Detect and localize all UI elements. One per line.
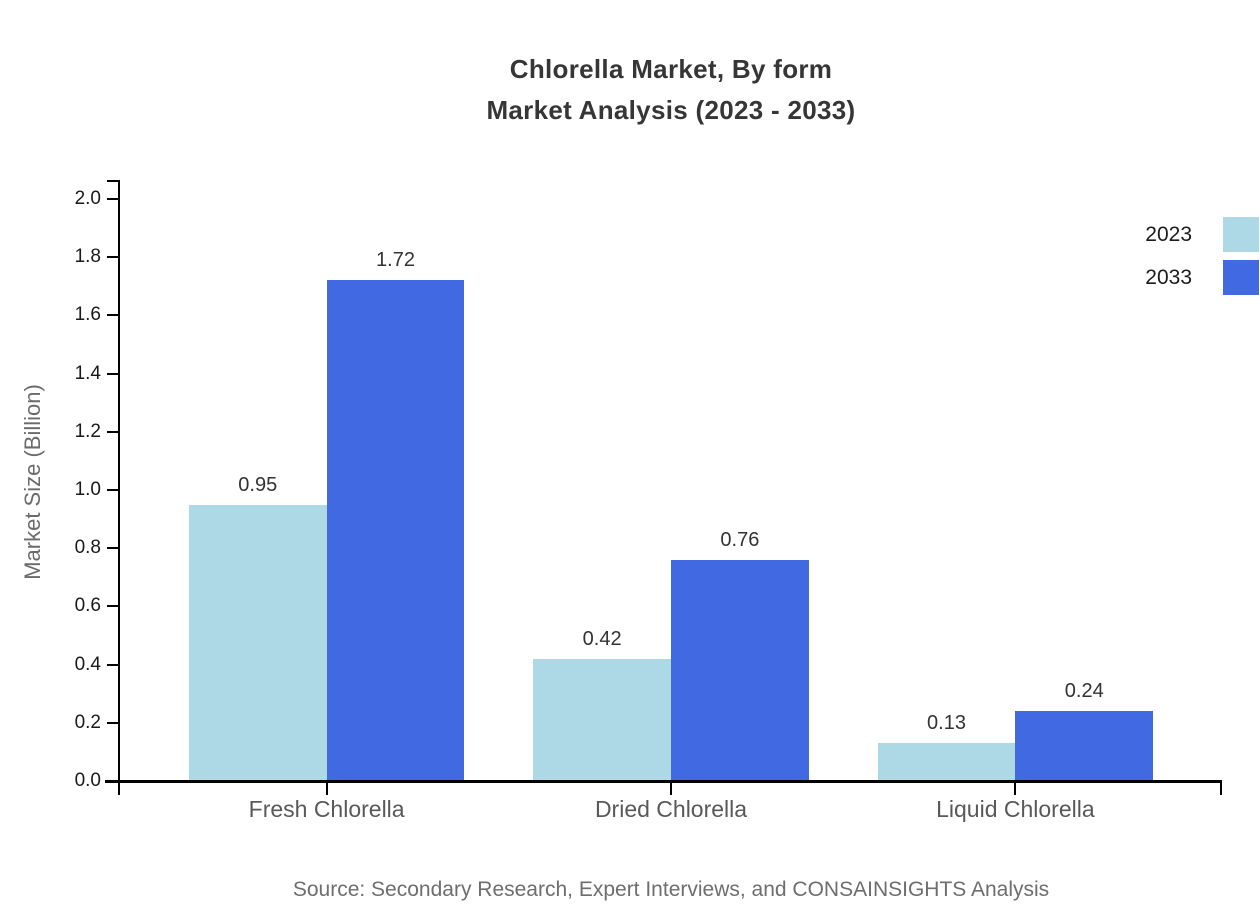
x-category-label-fresh-chlorella: Fresh Chlorella (248, 796, 405, 822)
y-tick-1.8 (107, 256, 120, 259)
y-tick-label-1.4: 1.4 (74, 362, 101, 384)
bar-2023-dried-chlorella (533, 658, 671, 781)
y-tick-0.6 (107, 605, 120, 608)
y-axis-end-tick (107, 180, 120, 182)
value-label-2033-dried-chlorella: 0.76 (720, 528, 760, 551)
legend-item-2033: 2033 (1145, 260, 1259, 295)
x-tick-dried-chlorella (670, 782, 672, 795)
x-category-label-dried-chlorella: Dried Chlorella (594, 796, 748, 822)
bar-2033-dried-chlorella (671, 559, 809, 781)
bar-2023-liquid-chlorella (877, 743, 1016, 781)
y-tick-label-1.6: 1.6 (74, 304, 101, 326)
y-tick-1.4 (107, 372, 120, 375)
chart-title-line1: Chlorella Market, By form (509, 54, 833, 84)
y-tick-1.0 (107, 489, 120, 491)
y-tick-0.8 (107, 547, 120, 550)
chart-title: Chlorella Market, By form Market Analysi… (82, 49, 1260, 131)
y-tick-label-0.0: 0.0 (74, 770, 101, 791)
y-tick-1.2 (107, 430, 120, 433)
chart-title-line2: Market Analysis (2023 - 2033) (486, 95, 856, 125)
value-label-2033-liquid-chlorella: 0.24 (1064, 680, 1104, 703)
y-tick-label-0.8: 0.8 (74, 537, 101, 559)
y-axis-line (117, 180, 120, 795)
x-axis-end-tick (1220, 782, 1222, 795)
x-tick-liquid-chlorella (1014, 782, 1017, 795)
value-label-2033-fresh-chlorella: 1.72 (376, 249, 415, 272)
y-tick-label-1.0: 1.0 (74, 479, 101, 500)
value-label-2023-fresh-chlorella: 0.95 (238, 473, 278, 496)
bar-2033-liquid-chlorella (1015, 711, 1154, 781)
x-tick-fresh-chlorella (325, 782, 328, 795)
value-label-2023-dried-chlorella: 0.42 (582, 627, 622, 650)
y-tick-0.4 (107, 663, 120, 666)
legend-swatch-2023 (1223, 217, 1259, 252)
y-tick-label-0.4: 0.4 (74, 653, 101, 675)
x-axis-line (105, 780, 1222, 783)
legend: 2023 2033 (1145, 217, 1259, 303)
y-tick-label-1.8: 1.8 (74, 246, 101, 268)
source-note: Source: Secondary Research, Expert Inter… (292, 878, 1050, 901)
y-tick-label-1.2: 1.2 (74, 420, 101, 442)
y-tick-1.6 (107, 314, 120, 317)
bar-2023-fresh-chlorella (188, 504, 327, 781)
value-label-2023-liquid-chlorella: 0.13 (927, 712, 966, 735)
y-tick-label-0.6: 0.6 (74, 595, 101, 617)
y-tick-2.0 (107, 198, 120, 200)
y-tick-label-0.2: 0.2 (74, 711, 101, 733)
x-category-label-liquid-chlorella: Liquid Chlorella (936, 796, 1095, 822)
legend-label-2033: 2033 (1145, 265, 1192, 289)
legend-swatch-2033 (1223, 260, 1259, 295)
y-tick-0.2 (107, 721, 120, 724)
legend-label-2023: 2023 (1145, 222, 1192, 246)
y-tick-label-2.0: 2.0 (74, 188, 101, 209)
bar-2033-fresh-chlorella (326, 280, 465, 781)
legend-item-2023: 2023 (1145, 217, 1259, 252)
